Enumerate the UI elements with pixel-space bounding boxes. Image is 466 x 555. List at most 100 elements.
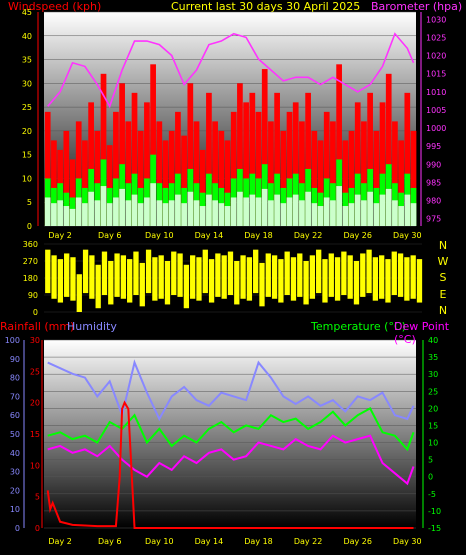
- direction-mark: [70, 257, 76, 301]
- y-left-tick-label: 15: [22, 151, 32, 160]
- gust-bar: [330, 121, 336, 226]
- gust-bar: [51, 140, 57, 226]
- gust-bar: [199, 149, 206, 226]
- humidity-tick-label: 50: [10, 430, 20, 439]
- wind-fill-bar: [193, 200, 200, 226]
- wind-fill-bar: [175, 194, 181, 226]
- wind-fill-bar: [410, 203, 417, 226]
- direction-mark: [139, 262, 145, 307]
- direction-mark: [379, 255, 385, 299]
- wind-fill-bar: [230, 197, 237, 226]
- gust-bar: [243, 102, 249, 226]
- y-right-tick-label: 1000: [426, 124, 446, 133]
- temp-tick-label: 15: [428, 421, 438, 430]
- wind-fill-bar: [75, 197, 82, 226]
- wind-fill-bar: [361, 200, 367, 226]
- direction-mark: [259, 262, 265, 307]
- x-tick-label: Day 26: [343, 231, 372, 240]
- gust-bar: [336, 64, 342, 226]
- gust-bar: [162, 140, 169, 226]
- gust-bar: [187, 83, 194, 226]
- direction-mark: [410, 255, 416, 299]
- y-right-tick-label: 985: [426, 178, 441, 187]
- y-left-tick-label: 35: [22, 56, 32, 65]
- direction-mark: [290, 257, 297, 301]
- wind-fill-bar: [137, 203, 144, 226]
- direction-mark: [240, 255, 246, 299]
- wind-fill-bar: [323, 197, 330, 226]
- direction-mark: [64, 253, 70, 297]
- gust-bar: [249, 92, 256, 226]
- x-tick-label: Day 22: [294, 231, 323, 240]
- y-right-tick-label: 1005: [426, 106, 446, 115]
- direction-mark: [57, 259, 64, 303]
- rain-humidity-temperature-chart: -15-10-505101520253035400102030405060708…: [5, 336, 441, 546]
- direction-mark: [404, 257, 410, 301]
- gust-bar: [94, 130, 101, 226]
- humidity-tick-label: 80: [10, 374, 20, 383]
- humidity-tick-label: 20: [10, 486, 20, 495]
- compass-letter: N: [438, 303, 448, 317]
- rain-tick-label: 20: [30, 399, 40, 408]
- direction-mark: [215, 253, 221, 297]
- wind-fill-bar: [342, 206, 349, 226]
- compass-letter: S: [439, 271, 447, 285]
- wind-fill-bar: [268, 200, 274, 226]
- direction-mark: [347, 255, 353, 299]
- gust-bar: [398, 140, 404, 226]
- gust-bar: [69, 159, 76, 226]
- wind-fill-bar: [280, 203, 287, 226]
- windspeed-label: Windspeed (kph): [8, 0, 102, 13]
- gust-bar: [379, 102, 386, 226]
- x-tick-label: Day 2: [48, 231, 71, 240]
- gust-bar: [175, 111, 181, 226]
- wind-fill-bar: [379, 194, 386, 226]
- direction-mark: [322, 259, 328, 303]
- gust-bar: [299, 121, 305, 226]
- wind-fill-bar: [385, 188, 392, 226]
- x-tick-label: Day 30: [393, 231, 422, 240]
- rain-tick-label: 30: [30, 336, 40, 345]
- wind-fill-bar: [156, 200, 163, 226]
- wind-fill-bar: [144, 197, 150, 226]
- wind-fill-bar: [82, 203, 88, 226]
- direction-mark: [51, 255, 57, 299]
- wind-fill-bar: [131, 194, 138, 226]
- humidity-tick-label: 60: [10, 411, 20, 420]
- direction-mark: [177, 253, 183, 297]
- temperature-label: Temperature (°C): [311, 320, 406, 333]
- wind-fill-bar: [305, 191, 311, 226]
- x-tick-label: Day 10: [145, 231, 174, 240]
- direction-mark: [391, 251, 397, 295]
- gust-bar: [82, 140, 88, 226]
- temp-tick-label: 20: [428, 404, 438, 413]
- direction-mark: [183, 264, 190, 309]
- y-left-tick-label: 5: [27, 198, 32, 207]
- y-left-tick-label: 40: [22, 32, 32, 41]
- wind-fill-bar: [243, 197, 249, 226]
- rainfall-label: Rainfall (mm): [0, 320, 75, 333]
- gust-bar: [392, 121, 398, 226]
- x-tick-label: Day 6: [98, 537, 121, 546]
- direction-mark: [82, 249, 89, 294]
- rain-tick-label: 0: [35, 524, 40, 533]
- y-right-tick-label: 1030: [426, 15, 446, 24]
- direction-mark: [202, 249, 208, 294]
- direction-mark: [265, 253, 271, 297]
- wind-fill-bar: [125, 200, 132, 226]
- wind-direction-chart: 0 90 180 270 360: [23, 240, 423, 317]
- temp-tick-label: 40: [428, 336, 438, 345]
- humidity-label: Humidity: [67, 320, 117, 333]
- y-right-tick-label: 1020: [426, 52, 446, 61]
- wind-fill-bar: [106, 203, 113, 226]
- gust-bar: [88, 102, 94, 226]
- gust-bar: [100, 73, 107, 226]
- humidity-tick-label: 40: [10, 449, 20, 458]
- x-tick-label: Day 18: [244, 537, 273, 546]
- gust-bar: [206, 92, 212, 226]
- gust-bar: [224, 140, 231, 226]
- wind-fill-bar: [354, 194, 361, 226]
- direction-mark: [208, 259, 215, 303]
- rain-tick-label: 15: [30, 430, 40, 439]
